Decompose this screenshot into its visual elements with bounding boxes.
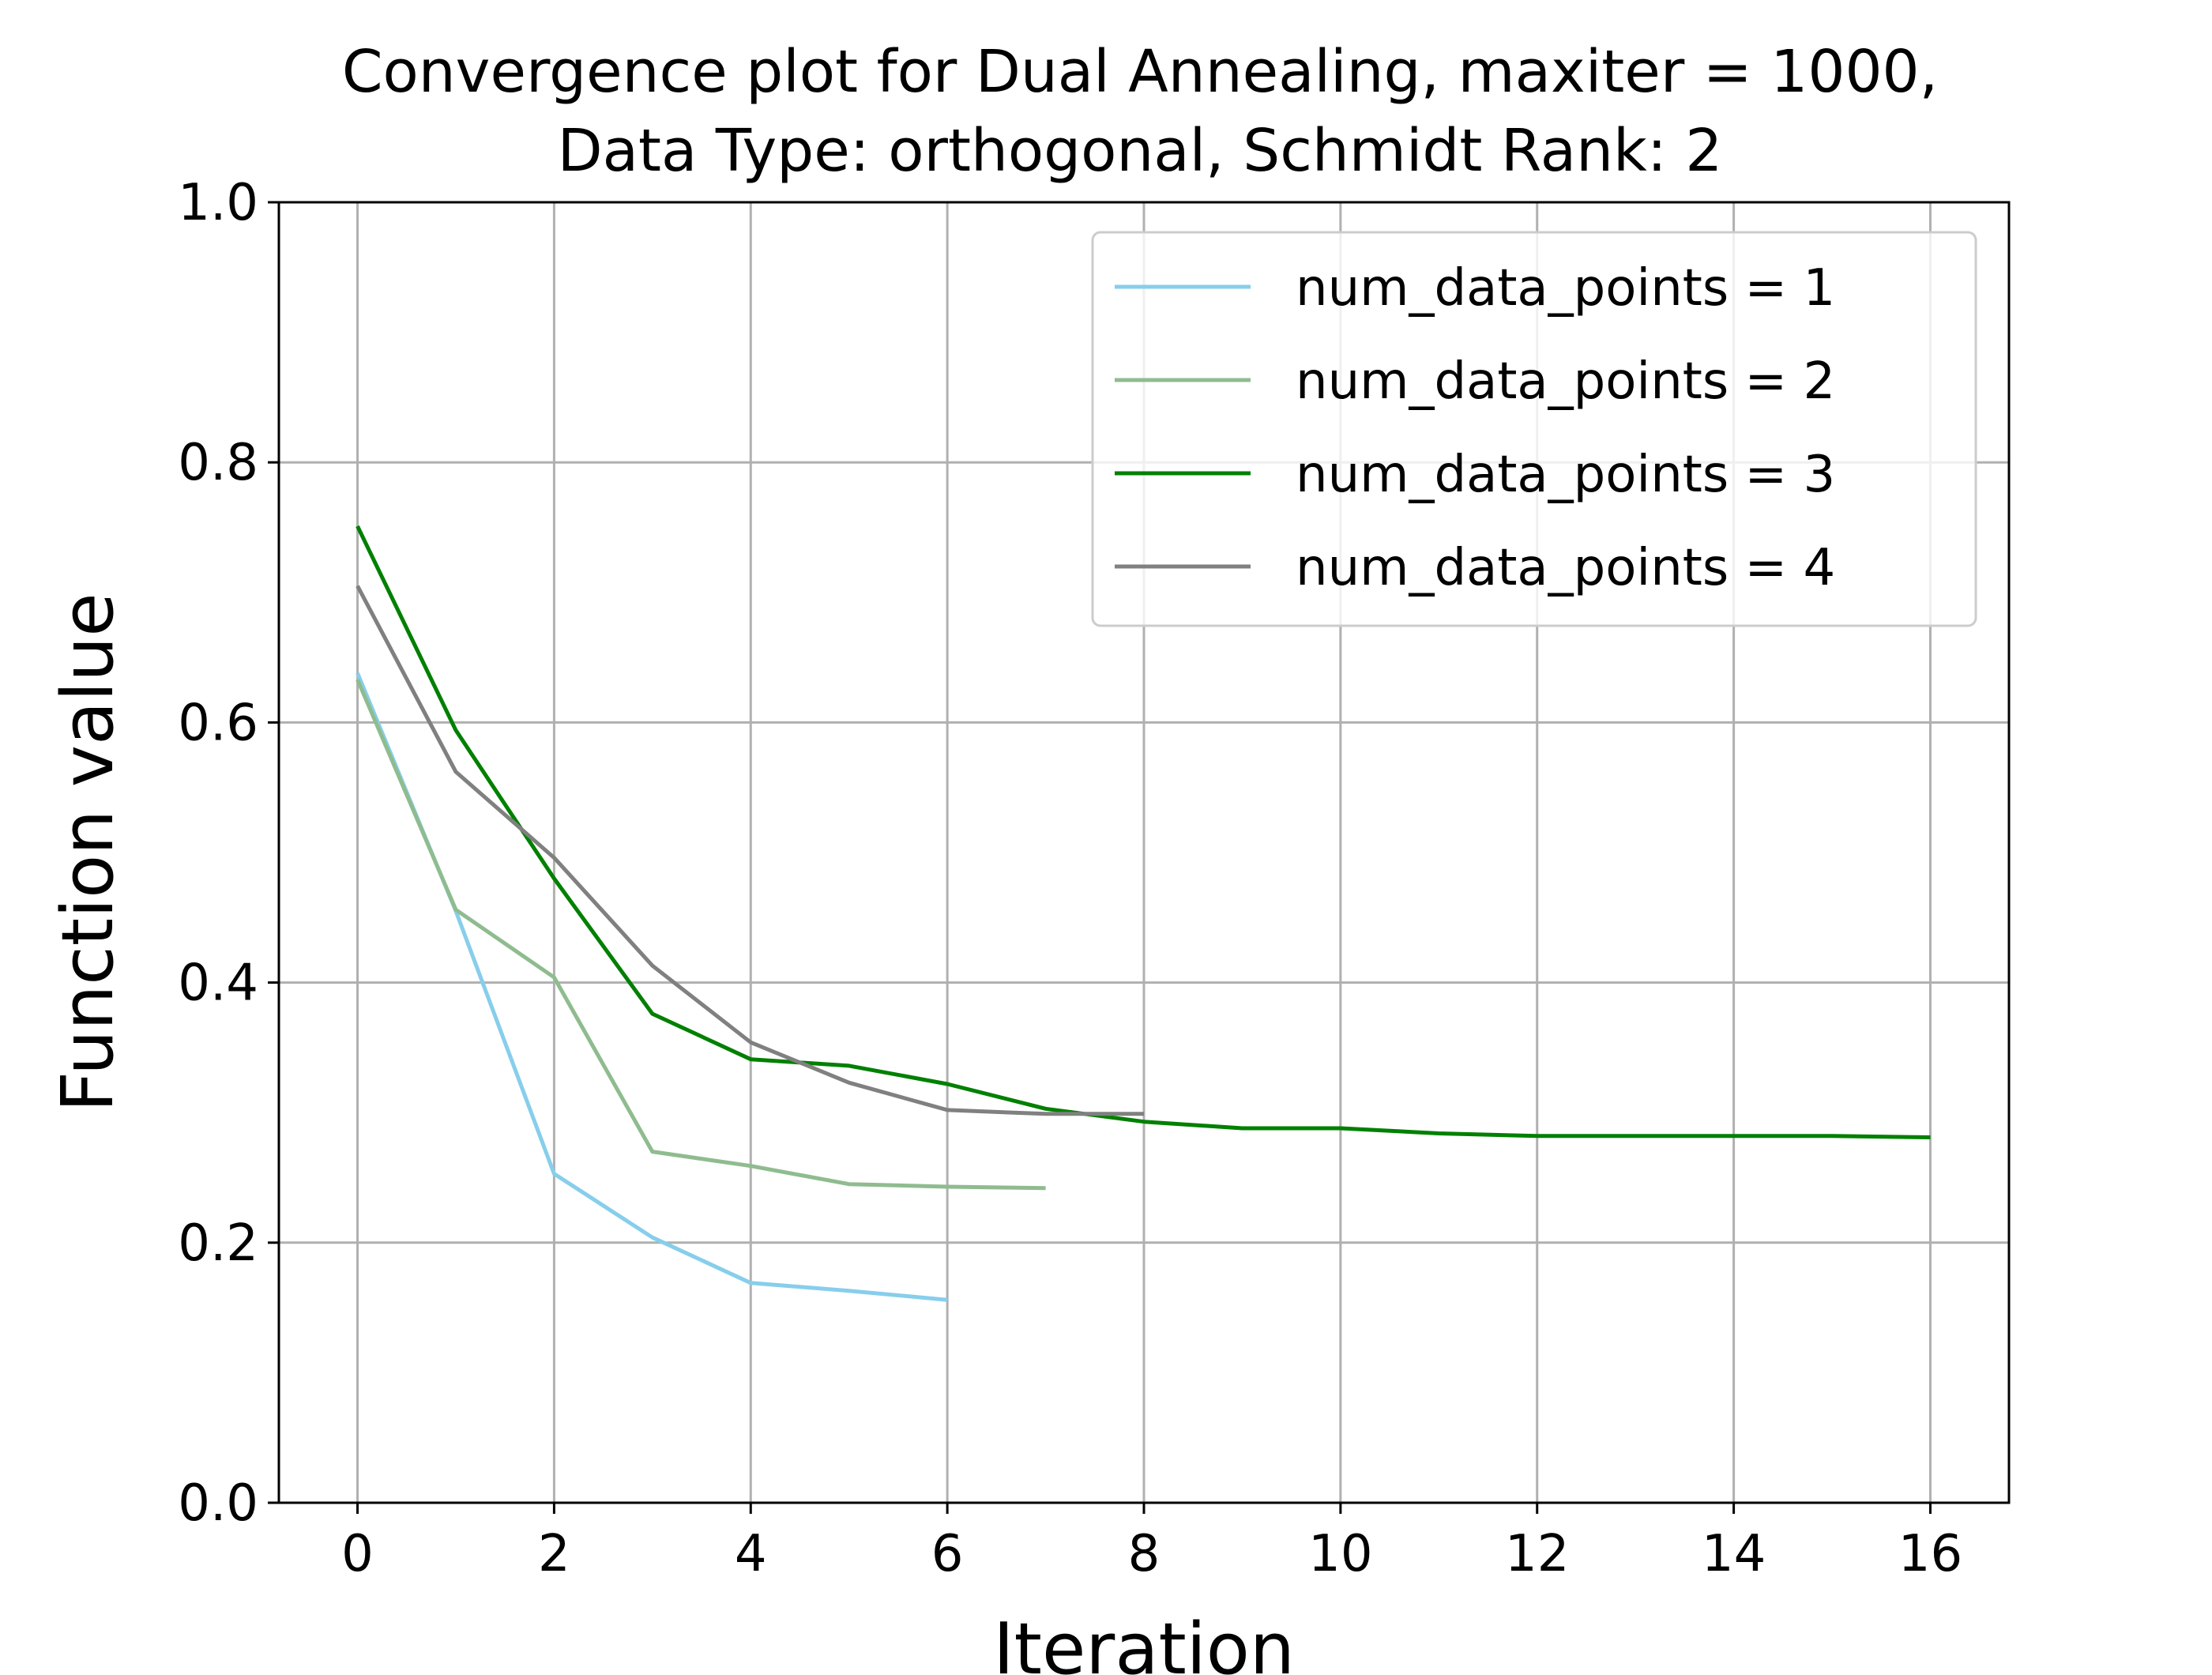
series-line-3 xyxy=(356,525,1931,1139)
x-tick-label: 8 xyxy=(1128,1525,1161,1583)
chart-title-line-2: Data Type: orthogonal, Schmidt Rank: 2 xyxy=(558,117,1723,185)
legend-box xyxy=(1091,231,1977,627)
series-line-2 xyxy=(356,679,1046,1191)
x-axis-label: Iteration xyxy=(993,1608,1295,1675)
x-tick-label: 0 xyxy=(341,1525,374,1583)
y-tick-label: 0.0 xyxy=(178,1474,258,1533)
chart-title-line-1: Convergence plot for Dual Annealing, max… xyxy=(342,38,1938,106)
chart-title: Convergence plot for Dual Annealing, max… xyxy=(342,38,1938,185)
x-tick-label: 12 xyxy=(1505,1525,1569,1583)
x-tick-label: 10 xyxy=(1308,1525,1372,1583)
legend-label-2: num_data_points = 2 xyxy=(1296,352,1835,411)
x-tick-label: 6 xyxy=(931,1525,964,1583)
plot-series xyxy=(356,525,1931,1302)
series-line-4 xyxy=(356,585,1144,1116)
x-tick-label: 4 xyxy=(735,1525,767,1583)
x-axis-ticks: 0 2 4 6 8 10 12 14 16 xyxy=(341,1503,1962,1583)
y-axis-label: Function value xyxy=(47,593,130,1112)
legend-label-4: num_data_points = 4 xyxy=(1296,539,1835,597)
y-tick-label: 0.6 xyxy=(178,694,258,752)
x-tick-label: 16 xyxy=(1898,1525,1962,1583)
x-tick-label: 2 xyxy=(538,1525,570,1583)
y-tick-label: 0.8 xyxy=(178,434,258,492)
legend-label-1: num_data_points = 1 xyxy=(1296,259,1835,318)
series-line-1 xyxy=(356,672,948,1302)
legend: num_data_points = 1 num_data_points = 2 nu… xyxy=(1091,231,1977,627)
x-tick-label: 14 xyxy=(1702,1525,1766,1583)
y-tick-label: 0.2 xyxy=(178,1214,258,1273)
legend-label-3: num_data_points = 3 xyxy=(1296,446,1835,504)
y-axis-ticks: 0.0 0.2 0.4 0.6 0.8 1.0 xyxy=(178,174,279,1533)
y-tick-label: 1.0 xyxy=(178,174,258,232)
y-tick-label: 0.4 xyxy=(178,954,258,1013)
